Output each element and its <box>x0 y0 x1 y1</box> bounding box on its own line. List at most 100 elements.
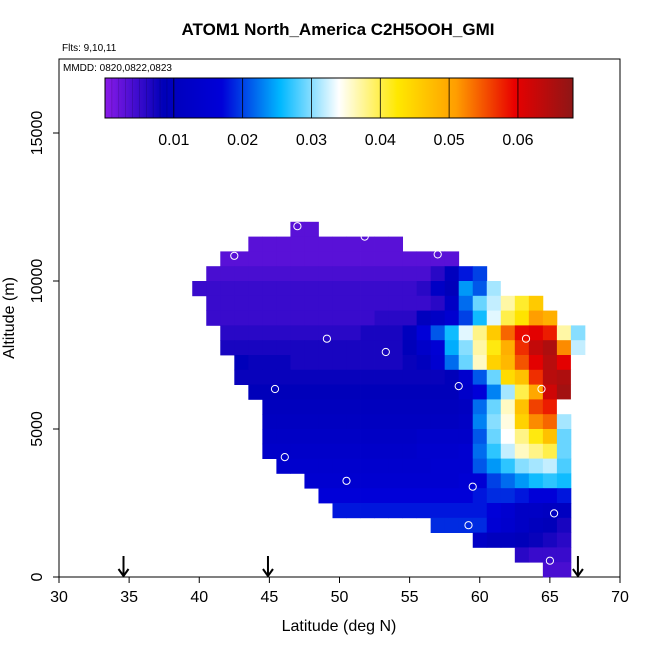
heatmap-cell <box>430 503 446 519</box>
heatmap-cell <box>500 340 516 356</box>
heatmap-cell <box>514 488 530 504</box>
heatmap-cell <box>248 369 263 385</box>
heatmap-cell <box>332 429 347 445</box>
heatmap-cell <box>332 369 347 385</box>
sample-point <box>545 556 555 565</box>
heatmap-cell <box>374 295 389 311</box>
heatmap-cell <box>220 310 235 326</box>
heatmap-cell <box>234 340 249 356</box>
heatmap-cell <box>388 414 404 430</box>
heatmap-cell <box>444 355 460 371</box>
heatmap-cell <box>444 488 460 504</box>
heatmap-cell <box>318 355 333 371</box>
heatmap-cell <box>262 266 277 282</box>
heatmap-cell <box>472 429 488 445</box>
heatmap-cell <box>500 532 516 548</box>
sample-point <box>433 250 442 259</box>
heatmap-cell <box>248 355 263 371</box>
x-tick-label: 35 <box>120 589 138 606</box>
heatmap-cell <box>486 310 502 326</box>
heatmap-cell <box>472 488 488 504</box>
heatmap-cell <box>472 325 488 341</box>
heatmap-cell <box>360 473 375 489</box>
heatmap-cell <box>430 399 446 415</box>
heatmap-cell <box>528 429 544 445</box>
heatmap-cell <box>416 429 432 445</box>
heatmap-cell <box>318 325 333 341</box>
heatmap-cell <box>374 266 389 282</box>
heatmap-cell <box>416 503 432 519</box>
heatmap-cell <box>514 325 530 341</box>
heatmap-cell <box>430 251 446 267</box>
heatmap-cell <box>416 399 432 415</box>
heatmap-cell <box>444 473 460 489</box>
heatmap-cell <box>444 281 460 297</box>
heatmap-cell <box>318 414 333 430</box>
heatmap-cell <box>570 369 586 385</box>
heatmap-cell <box>248 236 263 252</box>
heatmap-cell <box>556 517 572 533</box>
heatmap-cell <box>290 310 305 326</box>
heatmap-cell <box>220 266 235 282</box>
heatmap-cell <box>416 488 432 504</box>
heatmap-cell <box>276 295 291 311</box>
heatmap-cell <box>248 251 263 267</box>
heatmap-cell <box>346 355 361 371</box>
heatmap-cell <box>402 251 418 267</box>
heatmap-cell <box>556 458 572 474</box>
heatmap-cell <box>486 340 502 356</box>
heatmap-cell <box>388 384 404 400</box>
sample-point <box>537 384 546 394</box>
heatmap-cell <box>416 355 432 371</box>
heatmap-cell <box>290 443 305 459</box>
heatmap-cell <box>220 281 235 297</box>
heatmap-cell <box>374 488 389 504</box>
heatmap-cell <box>318 429 333 445</box>
heatmap-cell <box>542 517 558 533</box>
heatmap-cell <box>528 473 544 489</box>
heatmap-cell <box>500 517 516 533</box>
heatmap-cell <box>486 458 502 474</box>
heatmap-cell <box>318 236 333 252</box>
heatmap-cell <box>416 325 432 341</box>
heatmap-cell <box>472 517 488 533</box>
heatmap-cell <box>458 503 474 519</box>
heatmap-cell <box>290 458 305 474</box>
heatmap-cell <box>248 295 263 311</box>
heatmap-cell <box>318 488 333 504</box>
heatmap-cell <box>276 384 291 400</box>
heatmap-cell <box>332 488 347 504</box>
x-tick-label: 70 <box>611 589 629 606</box>
heatmap-cell <box>472 281 488 297</box>
heatmap-cell <box>192 281 207 297</box>
heatmap-cell <box>528 310 544 326</box>
heatmap-cell <box>458 443 474 459</box>
colorbar: 0.01 0.02 0.03 0.04 0.05 0.06 <box>104 77 574 149</box>
heatmap-cell <box>346 310 361 326</box>
heatmap-cell <box>486 532 502 548</box>
x-tick-label: 65 <box>541 589 559 606</box>
chart-title: ATOM1 North_America C2H5OOH_GMI <box>182 20 495 39</box>
heatmap-cell <box>416 266 432 282</box>
heatmap-cell <box>402 310 418 326</box>
heatmap-cell <box>556 532 572 548</box>
heatmap-cell <box>430 355 446 371</box>
heatmap-cell <box>444 369 460 385</box>
heatmap-cell <box>430 325 446 341</box>
heatmap-cell <box>346 503 361 519</box>
heatmap-cell <box>346 473 361 489</box>
heatmap-cell <box>500 310 516 326</box>
heatmap-cell <box>444 443 460 459</box>
heatmap-cell <box>472 355 488 371</box>
heatmap-cell <box>500 384 516 400</box>
heatmap-cell <box>542 310 558 326</box>
heatmap-cell <box>486 281 502 297</box>
heatmap-cell <box>304 429 319 445</box>
heatmap-cell <box>276 429 291 445</box>
heatmap-cell <box>486 325 502 341</box>
heatmap-cell <box>304 414 319 430</box>
heatmap-cell <box>514 443 530 459</box>
heatmap-cell <box>248 266 263 282</box>
heatmap-cell <box>416 310 432 326</box>
heatmap-cell <box>556 547 572 563</box>
